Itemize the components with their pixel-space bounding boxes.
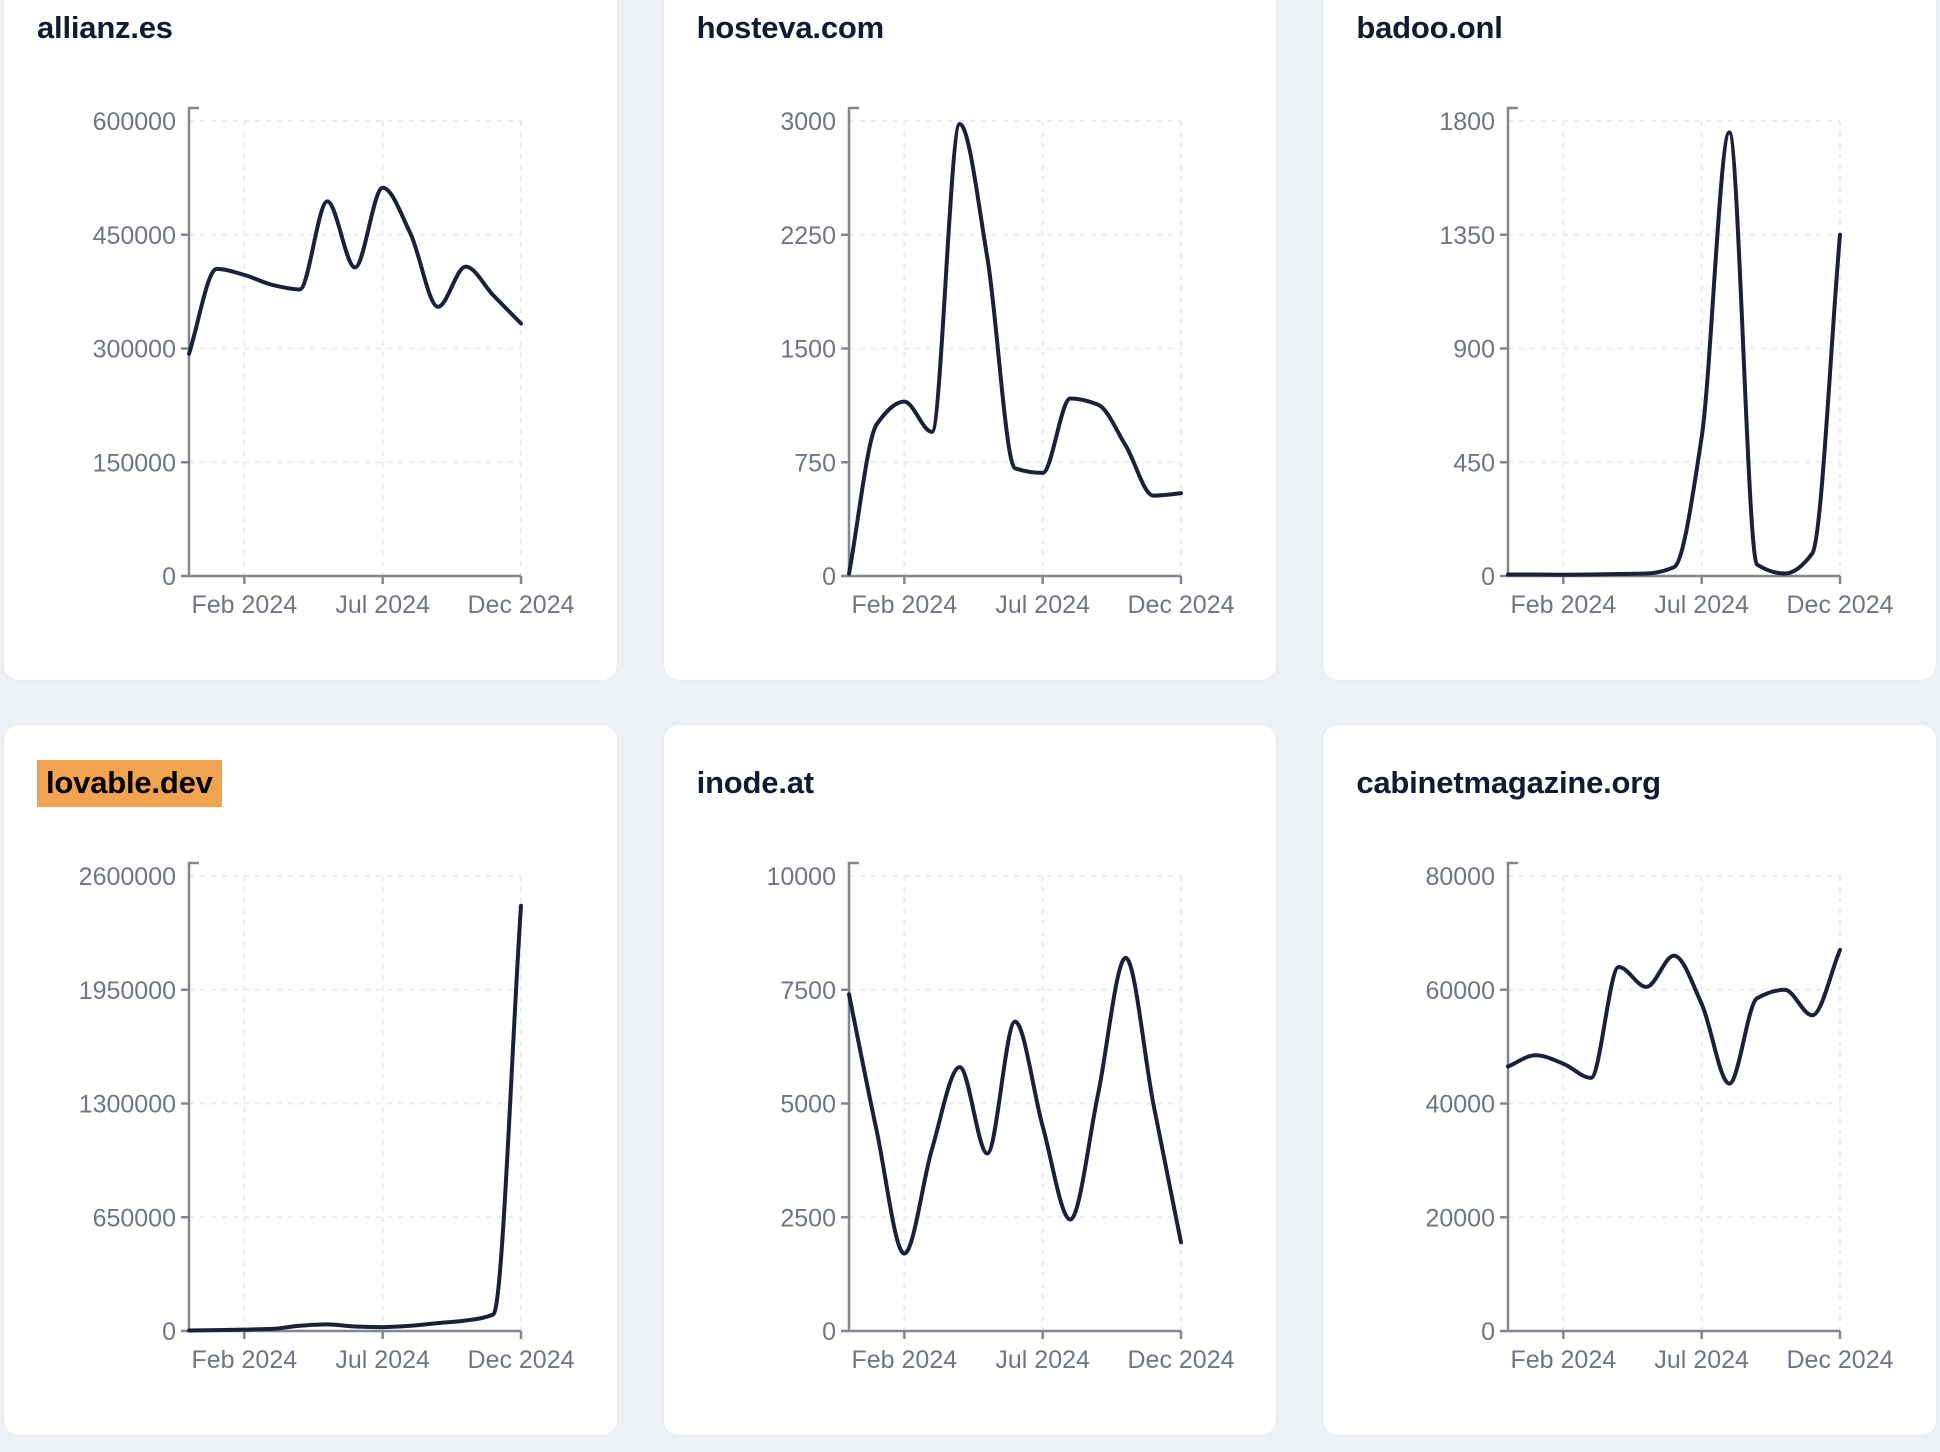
x-tick-label: Jul 2024 bbox=[335, 591, 430, 619]
axis-domain bbox=[187, 861, 521, 1333]
y-tick-label: 450000 bbox=[93, 222, 176, 250]
y-tick-label: 7500 bbox=[780, 977, 836, 1005]
y-tick-label: 450 bbox=[1454, 449, 1496, 477]
y-tick-label: 20000 bbox=[1426, 1204, 1496, 1232]
y-tick-label: 2600000 bbox=[79, 863, 176, 891]
axis-domain bbox=[1507, 106, 1841, 578]
x-tick-label: Dec 2024 bbox=[1127, 1346, 1234, 1374]
axis-domain bbox=[187, 106, 521, 578]
chart-title-text: badoo.onl bbox=[1356, 10, 1503, 45]
x-tick-label: Feb 2024 bbox=[192, 591, 298, 619]
axis-domain bbox=[847, 106, 1181, 578]
data-line bbox=[187, 185, 523, 356]
x-tick-label: Jul 2024 bbox=[1655, 591, 1750, 619]
y-tick-label: 5000 bbox=[780, 1091, 836, 1119]
x-tick-label: Feb 2024 bbox=[1511, 591, 1617, 619]
x-tick-label: Jul 2024 bbox=[995, 591, 1090, 619]
chart-title-text: hosteva.com bbox=[696, 10, 885, 45]
y-tick-label: 1350 bbox=[1440, 222, 1496, 250]
plot-area: 0 2500 5000 7500 10000 Feb 2024 Jul 2024 Dec 20… bbox=[766, 861, 1234, 1374]
chart-card: badoo.onl 0 450 900 1350 1800 Feb 2024 Jul 202… bbox=[1322, 0, 1937, 681]
y-tick-label: 650000 bbox=[93, 1204, 176, 1232]
chart-title: hosteva.com bbox=[697, 6, 1244, 50]
line-chart: 0 650000 1300000 1950000 2600000 Feb 2024 Jul … bbox=[79, 861, 575, 1374]
chart-card: hosteva.com 0 750 1500 2250 3000 Feb 2024 Jul … bbox=[662, 0, 1278, 681]
y-tick-label: 40000 bbox=[1426, 1091, 1496, 1119]
x-tick-label: Jul 2024 bbox=[1655, 1346, 1750, 1374]
y-tick-label: 2500 bbox=[780, 1204, 836, 1232]
chart-title-text-highlighted: lovable.dev bbox=[37, 760, 222, 807]
y-tick-label: 0 bbox=[1481, 1318, 1495, 1346]
x-tick-label: Dec 2024 bbox=[1787, 1346, 1894, 1374]
data-line bbox=[1506, 947, 1843, 1086]
chart-title-text: inode.at bbox=[696, 765, 814, 800]
x-tick-label: Feb 2024 bbox=[1511, 1346, 1617, 1374]
y-tick-label: 0 bbox=[822, 563, 836, 591]
y-tick-label: 10000 bbox=[766, 863, 836, 891]
chart-title: lovable.dev bbox=[37, 760, 584, 807]
y-tick-label: 300000 bbox=[93, 336, 176, 364]
chart-title: cabinetmagazine.org bbox=[1356, 761, 1903, 805]
plot-area: 0 650000 1300000 1950000 2600000 Feb 2024 Jul … bbox=[79, 861, 575, 1374]
y-tick-label: 150000 bbox=[93, 449, 176, 477]
x-tick-label: Feb 2024 bbox=[851, 591, 957, 619]
chart-card: lovable.dev 0 650000 1300000 1950000 2600000… bbox=[3, 724, 618, 1436]
y-tick-label: 600000 bbox=[93, 108, 176, 136]
chart-card: cabinetmagazine.org 0 20000 40000 60000 8000… bbox=[1322, 724, 1937, 1436]
line-chart: 0 2500 5000 7500 10000 Feb 2024 Jul 2024 Dec 20… bbox=[766, 861, 1234, 1374]
y-tick-label: 0 bbox=[162, 1318, 176, 1346]
y-tick-label: 0 bbox=[162, 563, 176, 591]
chart-title: allianz.es bbox=[37, 6, 584, 50]
x-tick-label: Dec 2024 bbox=[1787, 591, 1894, 619]
line-chart: 0 150000 300000 450000 600000 Feb 2024 Jul 202… bbox=[93, 106, 575, 619]
x-tick-label: Dec 2024 bbox=[467, 1346, 574, 1374]
data-line bbox=[846, 122, 1183, 576]
x-tick-label: Dec 2024 bbox=[1127, 591, 1234, 619]
chart-card: inode.at 0 2500 5000 7500 10000 Feb 2024 Jul 2… bbox=[662, 724, 1278, 1436]
data-line bbox=[846, 955, 1183, 1256]
data-line bbox=[187, 903, 523, 1333]
chart-title: inode.at bbox=[697, 761, 1244, 805]
y-tick-label: 2250 bbox=[780, 222, 836, 250]
y-tick-label: 0 bbox=[822, 1318, 836, 1346]
line-chart: 0 450 900 1350 1800 Feb 2024 Jul 2024 Dec 2024 bbox=[1440, 106, 1894, 619]
y-tick-label: 900 bbox=[1454, 336, 1496, 364]
y-tick-label: 80000 bbox=[1426, 863, 1496, 891]
data-line bbox=[1506, 130, 1843, 577]
chart-title-text: allianz.es bbox=[37, 10, 173, 45]
plot-area: 0 750 1500 2250 3000 Feb 2024 Jul 2024 Dec 2024 bbox=[780, 106, 1234, 619]
x-tick-label: Feb 2024 bbox=[192, 1346, 298, 1374]
y-tick-label: 1800 bbox=[1440, 108, 1496, 136]
y-tick-label: 3000 bbox=[780, 108, 836, 136]
x-tick-label: Dec 2024 bbox=[467, 591, 574, 619]
chart-title-text: cabinetmagazine.org bbox=[1356, 765, 1661, 800]
plot-area: 0 450 900 1350 1800 Feb 2024 Jul 2024 Dec 2024 bbox=[1440, 106, 1894, 619]
y-tick-label: 1950000 bbox=[79, 977, 176, 1005]
y-tick-label: 1500 bbox=[780, 336, 836, 364]
line-chart: 0 20000 40000 60000 80000 Feb 2024 Jul 2024 Dec… bbox=[1426, 861, 1894, 1374]
x-tick-label: Feb 2024 bbox=[851, 1346, 957, 1374]
plot-area: 0 20000 40000 60000 80000 Feb 2024 Jul 2024 Dec… bbox=[1426, 861, 1894, 1374]
y-tick-label: 60000 bbox=[1426, 977, 1496, 1005]
y-tick-label: 750 bbox=[794, 449, 836, 477]
axis-domain bbox=[847, 861, 1181, 1333]
x-tick-label: Jul 2024 bbox=[335, 1346, 430, 1374]
line-chart: 0 750 1500 2250 3000 Feb 2024 Jul 2024 Dec 2024 bbox=[780, 106, 1234, 619]
y-tick-label: 1300000 bbox=[79, 1091, 176, 1119]
x-tick-label: Jul 2024 bbox=[995, 1346, 1090, 1374]
axis-domain bbox=[1507, 861, 1841, 1333]
chart-card: allianz.es 0 150000 300000 450000 600000 Feb … bbox=[3, 0, 618, 681]
chart-title: badoo.onl bbox=[1356, 6, 1903, 50]
plot-area: 0 150000 300000 450000 600000 Feb 2024 Jul 202… bbox=[93, 106, 575, 619]
y-tick-label: 0 bbox=[1481, 563, 1495, 591]
